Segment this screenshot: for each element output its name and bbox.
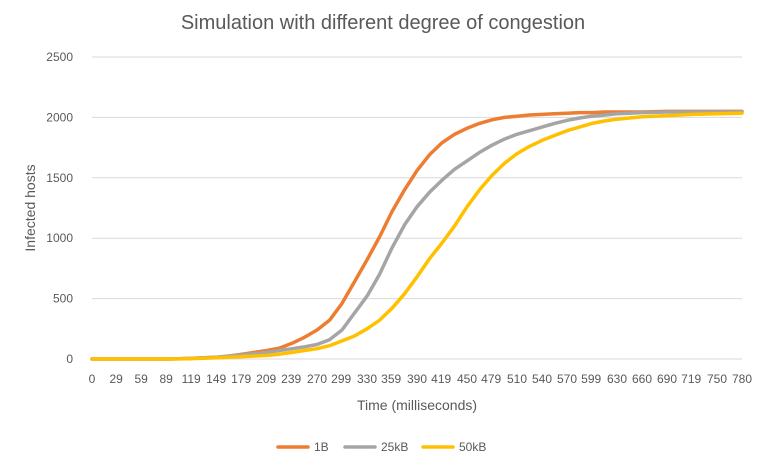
x-tick-label: 119 [182, 372, 201, 386]
y-tick-label: 1000 [46, 231, 73, 245]
x-tick-label: 209 [256, 372, 276, 386]
x-tick-label: 239 [281, 372, 301, 386]
x-tick-label: 29 [109, 372, 123, 386]
x-tick-label: 359 [381, 372, 401, 386]
x-tick-label: 299 [331, 372, 351, 386]
series-line-50kB [90, 111, 744, 361]
y-tick-label: 2000 [46, 110, 73, 124]
y-axis-label: Infected hosts [22, 164, 38, 251]
x-tick-label: 330 [357, 372, 377, 386]
legend-label-1B: 1B [314, 440, 329, 454]
legend: 1B 25kB 50kB [276, 440, 486, 454]
x-tick-label: 540 [532, 372, 552, 386]
legend-label-50kB: 50kB [459, 440, 486, 454]
y-tick-label: 2500 [46, 50, 73, 64]
chart-title: Simulation with different degree of cong… [181, 12, 585, 34]
x-tick-label: 690 [657, 372, 677, 386]
x-tick-label: 390 [407, 372, 427, 386]
x-tick-label: 0 [89, 372, 96, 386]
legend-label-25kB: 25kB [381, 440, 408, 454]
series-line-1B [90, 109, 744, 361]
x-tick-label: 59 [134, 372, 148, 386]
x-tick-label: 719 [681, 372, 701, 386]
series-lines [90, 109, 744, 361]
x-tick-label: 599 [581, 372, 601, 386]
y-axis-ticks: 0 500 1000 1500 2000 2500 [46, 50, 73, 366]
y-tick-label: 500 [53, 292, 73, 306]
x-tick-label: 660 [632, 372, 652, 386]
x-tick-label: 479 [481, 372, 501, 386]
x-tick-label: 89 [159, 372, 173, 386]
x-axis-label: Time (milliseconds) [357, 397, 477, 413]
x-tick-label: 149 [206, 372, 226, 386]
x-tick-label: 179 [231, 372, 251, 386]
x-tick-label: 419 [431, 372, 451, 386]
x-tick-label: 750 [707, 372, 727, 386]
gridlines [92, 56, 742, 300]
x-tick-label: 780 [732, 372, 752, 386]
x-tick-label: 510 [507, 372, 527, 386]
x-axis-ticks: 0 29 59 89 119 149 179 209 239 270 299 330 359 390 419… [89, 372, 753, 386]
x-tick-label: 630 [607, 372, 627, 386]
y-tick-label: 1500 [46, 171, 73, 185]
x-tick-label: 570 [557, 372, 577, 386]
y-tick-label: 0 [66, 352, 73, 366]
x-tick-label: 270 [307, 372, 327, 386]
x-tick-label: 450 [457, 372, 477, 386]
series-line-25kB [90, 110, 744, 361]
